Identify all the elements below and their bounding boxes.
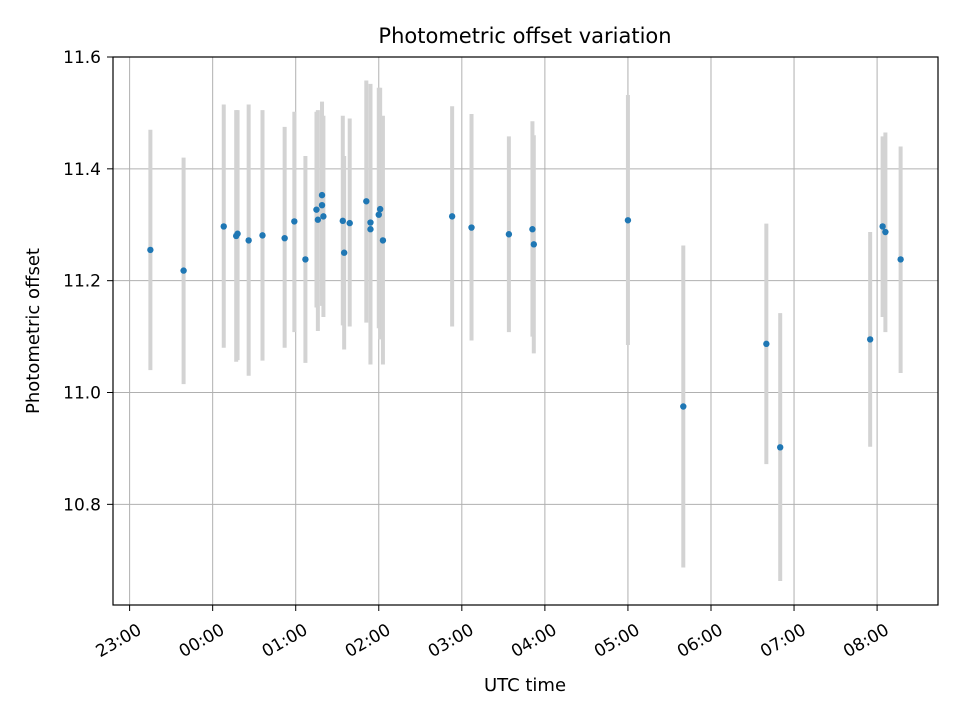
data-point: [376, 205, 384, 213]
data-point: [302, 256, 309, 263]
data-point: [180, 267, 187, 274]
x-tick-label: 04:00: [508, 620, 560, 662]
grid: [113, 56, 938, 605]
y-tick-label: 11.0: [63, 384, 101, 404]
x-axis-ticks: 23:00 00:00 01:00 02:00 03:00 04:00 05:00 06:00…: [93, 605, 893, 662]
data-point: [318, 201, 326, 209]
error-bars: [148, 80, 903, 581]
y-tick-label: 11.4: [63, 160, 101, 180]
data-point: [379, 237, 387, 244]
data-point: [375, 211, 382, 218]
x-tick-label: 05:00: [591, 620, 643, 662]
data-point: [234, 230, 241, 237]
x-tick-label: 01:00: [259, 620, 311, 662]
y-tick-label: 10.8: [63, 495, 101, 515]
data-point: [320, 213, 327, 220]
data-point: [313, 206, 320, 213]
data-point: [291, 218, 298, 225]
data-point: [505, 231, 513, 238]
data-point: [763, 340, 770, 348]
data-point: [530, 241, 538, 248]
x-tick-label: 00:00: [176, 620, 228, 662]
data-point: [245, 237, 252, 244]
data-point: [624, 217, 632, 224]
data-point: [882, 228, 889, 236]
data-point: [367, 219, 374, 226]
data-point: [259, 232, 266, 239]
data-point: [314, 216, 322, 223]
x-axis-label: UTC time: [484, 675, 566, 696]
data-point: [866, 336, 874, 343]
x-tick-label: 07:00: [757, 620, 809, 662]
data-point: [363, 198, 370, 205]
y-tick-label: 11.6: [63, 48, 101, 68]
data-point: [339, 217, 346, 225]
x-tick-label: 03:00: [425, 620, 477, 662]
x-tick-label: 02:00: [342, 620, 394, 662]
x-tick-label: 23:00: [93, 620, 145, 662]
data-points: [147, 191, 904, 451]
data-point: [680, 403, 687, 410]
data-point: [220, 223, 227, 230]
data-point: [468, 224, 475, 231]
data-point: [340, 249, 348, 256]
data-point: [879, 223, 886, 230]
data-point: [346, 219, 353, 227]
data-point: [281, 234, 288, 242]
chart-title: Photometric offset variation: [378, 24, 671, 48]
data-point: [318, 191, 326, 199]
data-point: [529, 226, 536, 233]
data-point: [448, 213, 456, 220]
data-point: [897, 256, 904, 263]
y-axis-ticks: 10.8 11.0 11.2 11.4 11.6: [63, 48, 113, 515]
data-point: [367, 226, 374, 233]
plot-frame: [112, 56, 939, 606]
x-tick-label: 06:00: [674, 620, 726, 662]
y-axis-label: Photometric offset: [23, 248, 44, 414]
data-point: [776, 444, 784, 451]
y-tick-label: 11.2: [63, 272, 101, 292]
data-point: [147, 246, 154, 254]
x-tick-label: 08:00: [840, 620, 892, 662]
